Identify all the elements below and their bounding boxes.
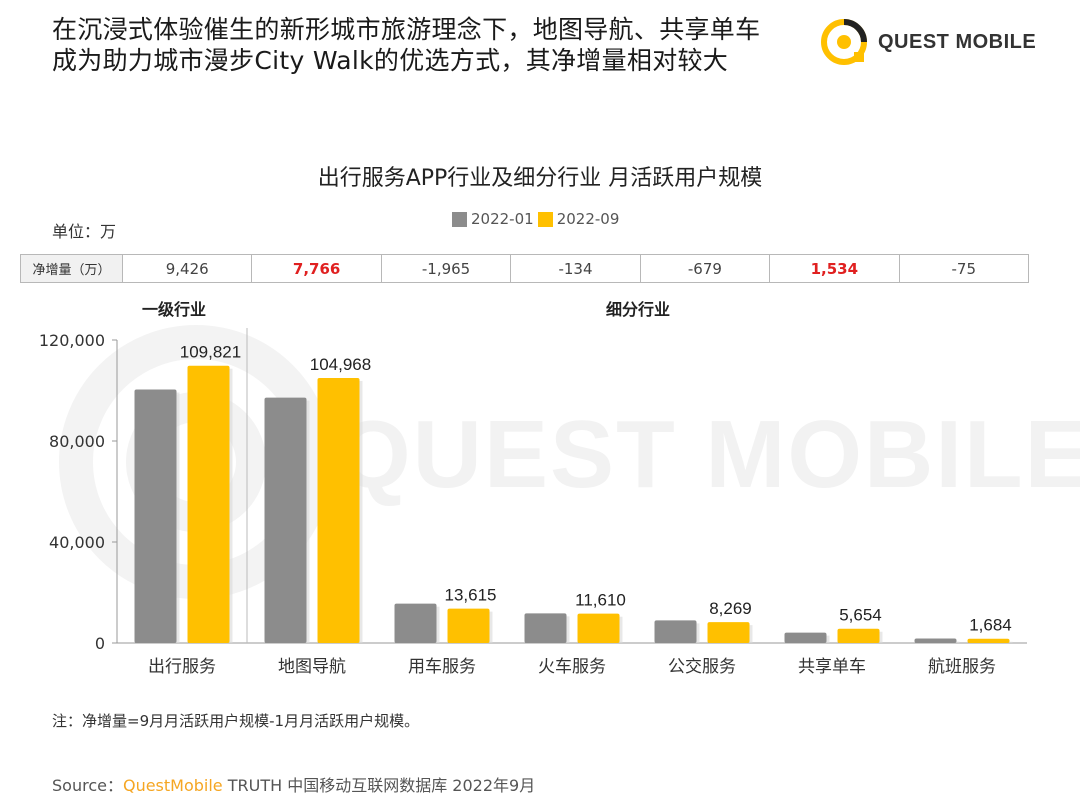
x-tick-label: 地图导航 bbox=[278, 657, 346, 677]
logo-text: QUEST MOBILE bbox=[878, 30, 1037, 53]
net-increase-table: 净增量（万） 9,426 7,766 -1,965 -134 -679 1,53… bbox=[20, 254, 1030, 283]
net-value-cell: -75 bbox=[898, 254, 1030, 283]
y-tick-label: 80,000 bbox=[49, 432, 105, 451]
net-value-cell: -679 bbox=[639, 254, 771, 283]
bar-2022-01 bbox=[264, 397, 307, 643]
x-tick-label: 公交服务 bbox=[668, 657, 736, 677]
data-label: 11,610 bbox=[575, 591, 626, 610]
legend-item-2022-01: 2022-01 bbox=[452, 210, 534, 228]
data-label: 8,269 bbox=[709, 599, 752, 618]
net-value-cell: 9,426 bbox=[121, 254, 253, 283]
quest-mobile-logo-icon bbox=[821, 19, 867, 65]
net-value-cell: 1,534 bbox=[769, 254, 900, 283]
net-increase-label: 净增量（万） bbox=[20, 254, 123, 283]
data-label: 109,821 bbox=[180, 343, 241, 362]
data-label: 104,968 bbox=[310, 355, 371, 374]
source-brand: QuestMobile bbox=[122, 776, 223, 795]
bar-2022-09 bbox=[447, 608, 490, 643]
bar-2022-01 bbox=[914, 638, 957, 643]
bar-2022-09 bbox=[187, 365, 230, 643]
footnote: 注：净增量=9月月活跃用户规模-1月月活跃用户规模。 bbox=[52, 712, 420, 730]
data-label: 5,654 bbox=[839, 606, 882, 625]
source-line: Source：QuestMobile TRUTH 中国移动互联网数据库 2022… bbox=[52, 772, 535, 796]
x-tick-label: 航班服务 bbox=[928, 657, 996, 677]
data-label: 13,615 bbox=[445, 586, 497, 605]
legend-label: 2022-09 bbox=[556, 210, 620, 228]
group-label-sub: 细分行业 bbox=[606, 300, 671, 319]
source-prefix: Source： bbox=[52, 776, 123, 795]
legend-swatch-gray bbox=[452, 211, 467, 227]
bar-2022-09 bbox=[317, 377, 360, 643]
watermark-text: QUEST MOBILE bbox=[336, 401, 1080, 508]
bar-2022-01 bbox=[394, 603, 437, 643]
headline: 在沉浸式体验催生的新形城市旅游理念下，地图导航、共享单车 成为助力城市漫步Cit… bbox=[52, 14, 812, 76]
x-tick-label: 共享单车 bbox=[798, 657, 866, 677]
x-tick-label: 用车服务 bbox=[408, 657, 476, 677]
unit-label: 单位：万 bbox=[52, 222, 117, 241]
legend-item-2022-09: 2022-09 bbox=[537, 210, 620, 228]
bar-2022-09 bbox=[967, 638, 1010, 643]
chart-title: 出行服务APP行业及细分行业 月活跃用户规模 bbox=[317, 166, 763, 191]
source-rest: TRUTH 中国移动互联网数据库 2022年9月 bbox=[222, 776, 536, 795]
bar-2022-01 bbox=[524, 613, 567, 643]
headline-line-2: 成为助力城市漫步City Walk的优选方式，其净增量相对较大 bbox=[52, 46, 729, 75]
y-tick-label: 40,000 bbox=[49, 533, 105, 552]
bar-2022-09 bbox=[707, 622, 750, 643]
data-label: 1,684 bbox=[969, 616, 1012, 635]
headline-line-1: 在沉浸式体验催生的新形城市旅游理念下，地图导航、共享单车 bbox=[52, 15, 761, 44]
brand-logo: QUEST MOBILE bbox=[818, 14, 1036, 70]
net-value-cell: -134 bbox=[510, 254, 641, 283]
net-value-cell: 7,766 bbox=[251, 254, 382, 283]
legend-label: 2022-01 bbox=[471, 210, 534, 228]
bar-2022-01 bbox=[784, 632, 827, 643]
net-increase-row: 净增量（万） 9,426 7,766 -1,965 -134 -679 1,53… bbox=[20, 254, 1030, 283]
bar-2022-09 bbox=[577, 613, 620, 643]
bar-2022-01 bbox=[134, 389, 177, 643]
group-label-primary: 一级行业 bbox=[142, 300, 207, 319]
legend-swatch-yellow bbox=[537, 211, 553, 227]
x-tick-label: 火车服务 bbox=[538, 657, 606, 677]
bar-2022-01 bbox=[654, 620, 697, 643]
y-tick-label: 120,000 bbox=[39, 331, 105, 350]
bar-2022-09 bbox=[837, 628, 880, 643]
x-tick-label: 出行服务 bbox=[148, 657, 216, 677]
y-tick-label: 0 bbox=[95, 634, 105, 653]
legend: 2022-01 2022-09 bbox=[452, 210, 623, 228]
